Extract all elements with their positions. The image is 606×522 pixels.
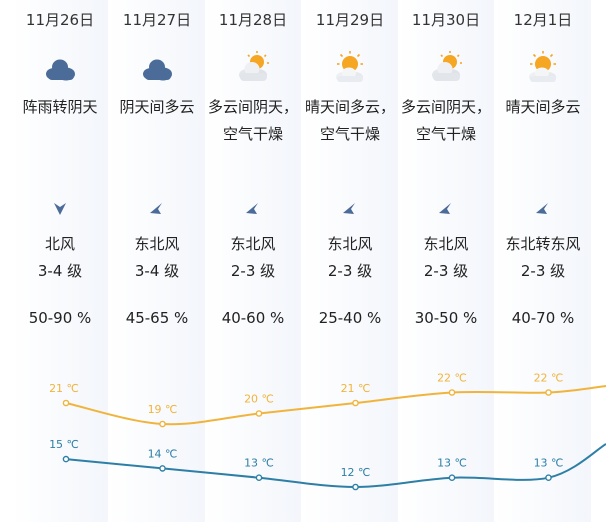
cloud-icon	[42, 50, 78, 86]
day-column-background	[205, 0, 301, 522]
cloud-icon	[139, 50, 175, 86]
humidity: 50-90 %	[28, 309, 92, 327]
date-label: 11月26日	[25, 11, 95, 29]
low-temp-label: 12 ℃	[341, 466, 371, 479]
humidity: 25-40 %	[318, 309, 382, 327]
low-temp-point	[159, 465, 166, 472]
date-label: 11月27日	[122, 11, 192, 29]
day-column-background	[109, 0, 205, 522]
high-temp-label: 22 ℃	[437, 372, 467, 385]
high-temp-label: 19 ℃	[148, 403, 178, 416]
wind-level: 3-4 级	[37, 262, 83, 280]
wind-level: 3-4 级	[134, 262, 180, 280]
high-temp-point	[62, 399, 70, 407]
humidity: 40-70 %	[511, 309, 575, 327]
arrow-southwest-icon	[340, 198, 360, 218]
low-temp-label: 13 ℃	[437, 457, 467, 470]
wind-direction: 北风	[44, 235, 75, 253]
high-temp-label: 22 ℃	[534, 372, 564, 385]
low-temp-point	[255, 474, 263, 482]
weather-description: 阵雨转阴天	[22, 98, 98, 116]
date-label: 11月29日	[315, 11, 385, 29]
low-temp-point	[545, 474, 552, 482]
weather-description: 多云间阴天，空气干燥	[207, 98, 298, 143]
date-label: 11月30日	[411, 11, 481, 29]
day-column-background	[12, 0, 108, 522]
low-temp-point	[352, 483, 359, 491]
wind-level: 2-3 级	[423, 262, 469, 280]
date-label: 12月1日	[513, 11, 573, 29]
low-temp-label: 13 ℃	[534, 457, 564, 470]
high-temp-point	[448, 389, 456, 396]
low-temp-point	[62, 455, 70, 463]
humidity: 40-60 %	[221, 309, 285, 327]
arrow-south-icon	[50, 198, 70, 218]
arrow-southwest-icon	[147, 198, 167, 218]
high-temp-point	[255, 410, 263, 417]
sunny-cloudy-icon	[525, 50, 561, 86]
day-column-background	[398, 0, 494, 522]
date-label: 11月28日	[218, 11, 288, 29]
high-temp-point	[352, 399, 359, 407]
low-temp-label: 14 ℃	[148, 447, 178, 460]
humidity: 30-50 %	[414, 309, 478, 327]
arrow-southwest-icon	[243, 198, 263, 218]
high-temp-label: 21 ℃	[341, 382, 371, 395]
high-temp-label: 20 ℃	[244, 393, 274, 406]
high-temp-point	[159, 420, 166, 428]
wind-level: 2-3 级	[230, 262, 276, 280]
sunny-cloudy-icon	[332, 50, 368, 86]
weather-description: 晴天间多云，空气干燥	[304, 98, 395, 143]
weather-description: 晴天间多云	[505, 98, 581, 116]
weather-description: 多云间阴天，空气干燥	[400, 98, 491, 143]
low-temp-label: 13 ℃	[244, 457, 274, 470]
wind-direction: 东北转东风	[505, 235, 581, 253]
wind-direction: 东北风	[230, 235, 276, 253]
wind-direction: 东北风	[327, 235, 373, 253]
high-temp-label: 21 ℃	[49, 382, 79, 395]
partly-cloudy-icon	[428, 50, 464, 86]
wind-direction: 东北风	[134, 235, 180, 253]
low-temp-point	[448, 474, 456, 482]
day-column-background	[495, 0, 591, 522]
day-column-background	[302, 0, 398, 522]
wind-level: 2-3 级	[520, 262, 566, 280]
partly-cloudy-icon	[235, 50, 271, 86]
wind-direction: 东北风	[423, 235, 469, 253]
weather-description: 阴天间多云	[119, 98, 195, 116]
humidity: 45-65 %	[125, 309, 189, 327]
low-temp-label: 15 ℃	[49, 438, 79, 451]
arrow-southwest-icon	[436, 198, 456, 218]
wind-level: 2-3 级	[327, 262, 373, 280]
high-temp-point	[545, 389, 552, 396]
arrow-southwest-icon	[533, 198, 553, 218]
